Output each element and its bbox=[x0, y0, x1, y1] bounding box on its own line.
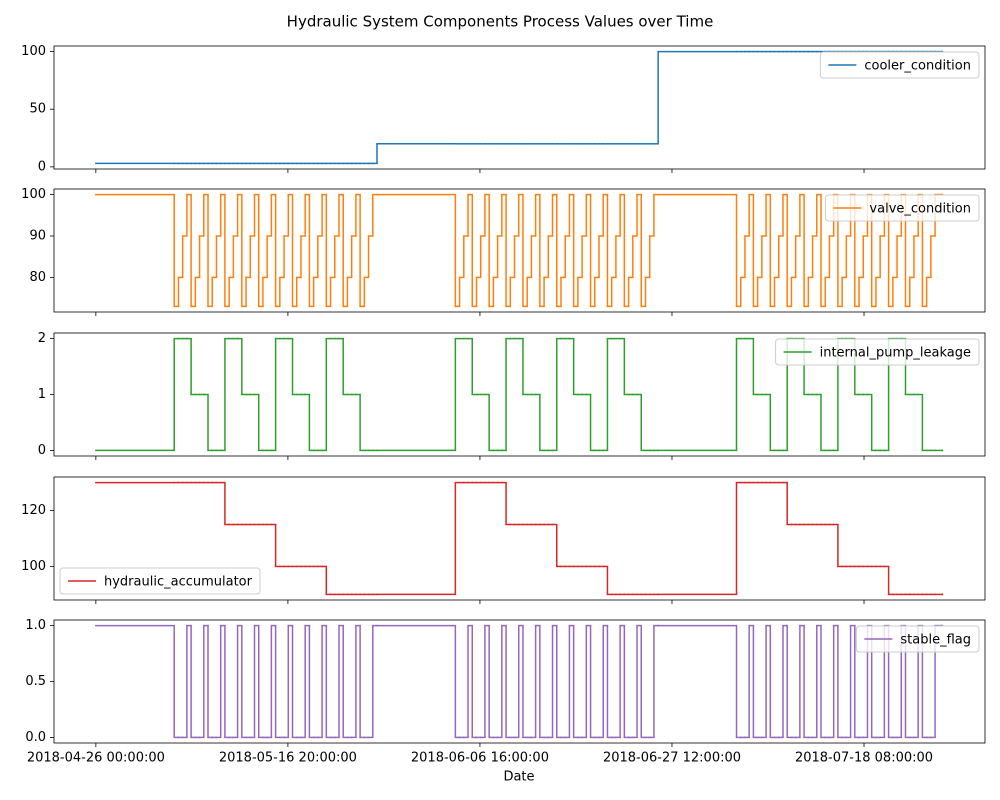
axes-frame bbox=[53, 619, 986, 744]
y-tick-label: 1 bbox=[38, 387, 46, 402]
y-tick-label: 50 bbox=[29, 102, 46, 117]
legend-label: internal_pump_leakage bbox=[820, 346, 971, 361]
series-line bbox=[95, 337, 944, 452]
y-tick-label: 0.5 bbox=[25, 674, 46, 689]
legend-label: hydraulic_accumulator bbox=[104, 575, 253, 590]
y-tick-label: 120 bbox=[21, 503, 46, 518]
chart-title: Hydraulic System Components Process Valu… bbox=[287, 13, 714, 31]
axes-frame bbox=[53, 188, 986, 313]
legend-label: stable_flag bbox=[900, 633, 971, 648]
legend: valve_condition bbox=[824, 194, 980, 222]
y-tick-label: 80 bbox=[29, 270, 46, 285]
axes-frame bbox=[53, 332, 986, 457]
axes-frame bbox=[53, 476, 986, 601]
legend: cooler_condition bbox=[819, 51, 980, 79]
legend: hydraulic_accumulator bbox=[59, 567, 261, 595]
x-tick-label: 2018-06-06 16:00:00 bbox=[411, 751, 549, 766]
y-tick-label: 0 bbox=[38, 159, 46, 174]
legend-box bbox=[775, 338, 980, 366]
x-axis-label: Date bbox=[503, 770, 534, 785]
legend-box bbox=[819, 51, 980, 79]
legend-label: valve_condition bbox=[869, 202, 971, 217]
legend: stable_flag bbox=[855, 625, 980, 653]
x-tick-label: 2018-05-16 20:00:00 bbox=[219, 751, 357, 766]
x-tick-label: 2018-06-27 12:00:00 bbox=[603, 751, 741, 766]
y-tick-label: 90 bbox=[29, 229, 46, 244]
y-tick-label: 1.0 bbox=[25, 618, 46, 633]
x-tick-label: 2018-07-18 08:00:00 bbox=[795, 751, 933, 766]
legend-label: cooler_condition bbox=[864, 59, 971, 74]
legend-box bbox=[855, 625, 980, 653]
y-tick-label: 0 bbox=[38, 443, 46, 458]
legend-box bbox=[59, 567, 261, 595]
x-tick-label: 2018-04-26 00:00:00 bbox=[27, 751, 165, 766]
y-tick-label: 100 bbox=[21, 187, 46, 202]
y-tick-label: 2 bbox=[38, 331, 46, 346]
legend-box bbox=[824, 194, 980, 222]
legend: internal_pump_leakage bbox=[775, 338, 980, 366]
y-tick-label: 0.0 bbox=[25, 730, 46, 745]
y-tick-label: 100 bbox=[21, 559, 46, 574]
axes-frame bbox=[53, 45, 986, 170]
series-line bbox=[95, 481, 944, 596]
y-tick-label: 100 bbox=[21, 44, 46, 59]
